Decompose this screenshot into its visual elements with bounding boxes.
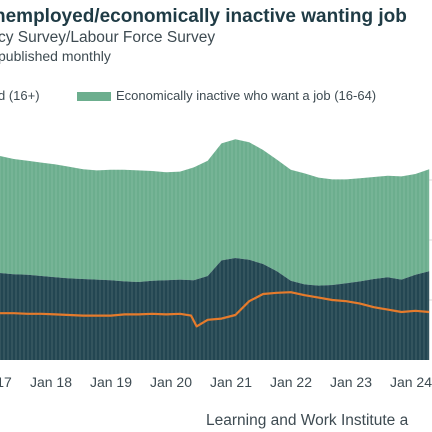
x-tick-label: 17 xyxy=(0,374,12,390)
x-axis-ticks: 17 Jan 18 Jan 19 Jan 20 Jan 21 Jan 22 Jan 23 Ja… xyxy=(0,374,432,390)
x-tick-label: Jan 20 xyxy=(150,374,192,390)
x-tick-label: Jan 22 xyxy=(270,374,312,390)
legend-label-inactive: Economically inactive who want a job (16… xyxy=(116,88,376,103)
x-tick-label: Jan 24 xyxy=(390,374,432,390)
series-line xyxy=(0,291,430,328)
x-tick-label: Jan 23 xyxy=(330,374,372,390)
x-tick-label: Jan 21 xyxy=(210,374,252,390)
x-tick-label: Jan 19 xyxy=(90,374,132,390)
legend-swatch-inactive xyxy=(77,92,111,101)
chart-note: published monthly xyxy=(0,48,111,64)
chart-title: nemployed/economically inactive wanting … xyxy=(0,6,407,27)
legend-label-unemployed: d (16+) xyxy=(0,88,40,103)
area-unemployed xyxy=(0,258,430,360)
area-inactive-want-job xyxy=(0,139,430,286)
plot-area xyxy=(0,120,430,360)
source-note: Learning and Work Institute a xyxy=(206,412,409,429)
chart-subtitle: cy Survey/Labour Force Survey xyxy=(0,29,215,46)
x-tick-label: Jan 18 xyxy=(30,374,72,390)
